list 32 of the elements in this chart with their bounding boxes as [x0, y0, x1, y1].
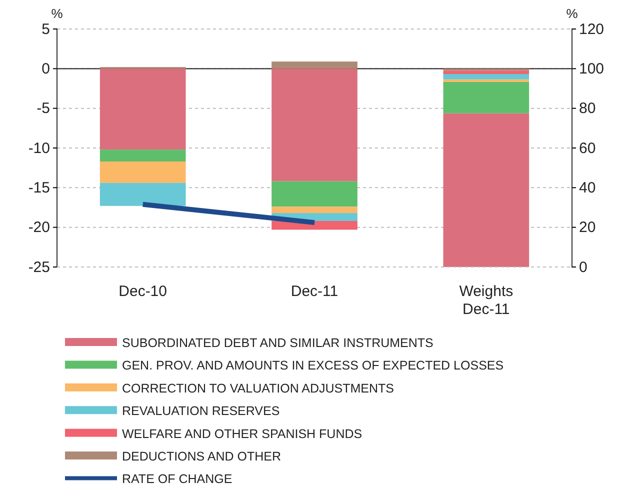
y2-tick-label: 0	[579, 258, 588, 276]
y-tick-label: 0	[42, 60, 50, 78]
y2-tick-label: 40	[579, 179, 596, 196]
bar	[272, 68, 358, 182]
bar	[100, 68, 186, 150]
y2-tick-label: 100	[579, 60, 604, 78]
y2-tick-label: 20	[579, 219, 596, 236]
legend-label: WELFARE AND OTHER SPANISH FUNDS	[122, 426, 362, 441]
y2-tick-label: 80	[579, 100, 596, 118]
y-tick-label: -5	[36, 100, 50, 118]
y2-tick-label: 60	[579, 140, 596, 157]
y-tick-label: -25	[28, 258, 50, 276]
legend-label: RATE OF CHANGE	[122, 472, 232, 485]
x-tick-label: Dec-11	[290, 283, 338, 300]
y2-axis-title: %	[566, 6, 578, 21]
legend-label: DEDUCTIONS AND OTHER	[122, 450, 282, 464]
bar	[100, 161, 186, 183]
y-tick-label: -20	[28, 219, 50, 236]
x-tick-label: Dec-10	[118, 283, 168, 300]
legend-label: GEN. PROV. AND AMOUNTS IN EXCESS OF EXPECTED LOSSES	[122, 358, 504, 373]
legend-label: SUBORDINATED DEBT AND SIMILAR INSTRUMENTS	[122, 336, 434, 350]
bar	[100, 150, 186, 162]
y-axis-title: %	[51, 6, 64, 21]
bar	[272, 62, 358, 69]
y2-tick-label: 120	[579, 20, 604, 38]
legend-label: CORRECTION TO VALUATION ADJUSTMENTS	[122, 381, 394, 396]
y-tick-label: -10	[28, 140, 50, 157]
legend-label: REVALUATION RESERVES	[122, 404, 280, 418]
x-tick-label: Weights Dec-11	[459, 283, 514, 318]
bar	[272, 206, 358, 214]
y-tick-label: -15	[28, 179, 50, 196]
y-tick-label: 5	[42, 20, 50, 38]
